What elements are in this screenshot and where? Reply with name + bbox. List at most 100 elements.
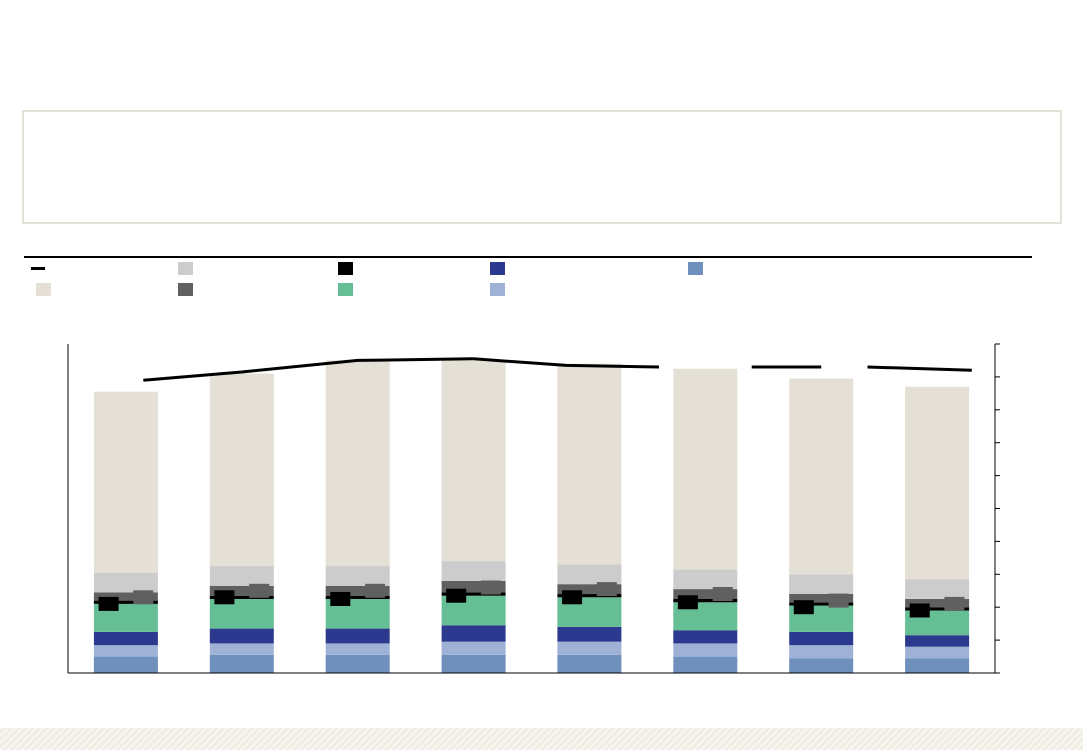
bar-segment-navy [93,631,158,646]
marker-dark-grey [365,583,386,598]
bar-segment-steel-blue [673,656,738,673]
marker-dark-grey [712,587,733,601]
legend [30,260,1030,300]
bar-segment-dark-grey [325,585,390,596]
axes-layer [67,343,1000,674]
bar-segment-dark-grey [441,580,506,593]
bar-segment-steel-blue [789,658,854,673]
legend-item-dark-grey [178,281,199,297]
legend-swatch-dark-grey [178,282,193,296]
marker-dark-grey [596,582,617,597]
marker-dark-grey [480,580,501,595]
bar-segment-dark-grey [905,599,970,608]
bar-segment-light-blue [673,643,738,657]
total-line-segment [241,357,474,374]
bar-segment-navy [325,628,390,644]
bar-segment-light-blue [557,641,622,655]
bar-segment-light-blue [209,643,274,655]
title-area [24,18,1064,98]
legend-divider [24,256,1032,258]
bar-segment-residual [325,360,390,566]
legend-item-light-grey [178,260,199,276]
bar-segment-black [441,592,506,596]
bar-segment-light-blue [905,646,970,659]
footer-band [0,728,1083,750]
bar-segment-navy [441,625,506,642]
bar-segment-steel-blue [325,654,390,673]
bar-segment-residual [441,360,506,562]
bar-segment-dark-grey [93,592,158,601]
bar-segment-light-grey [441,561,506,581]
bar-segment-light-blue [441,641,506,655]
legend-item-residual [36,281,57,297]
bar-segment-dark-grey [673,589,738,599]
bar-segment-black [93,600,158,604]
bars-layer [93,360,970,673]
bar-segment-navy [209,628,274,644]
bar-segment-light-blue [789,645,854,659]
bar-segment-residual [557,363,622,565]
bar-segment-black [789,602,854,606]
bar-segment-light-grey [209,566,274,586]
legend-swatch-total-line [31,266,45,270]
stacked-bar-chart [67,343,1000,674]
bar-segment-black [905,607,970,611]
bar-segment-dark-grey [789,594,854,603]
marker-dark-grey [944,596,965,611]
bar-segment-steel-blue [209,654,274,673]
total-line-segment [867,365,972,372]
bar-segment-steel-blue [557,654,622,673]
total-line-segment [143,370,242,382]
marker-black [909,603,930,618]
bar-segment-black [557,594,622,598]
bar-segment-navy [905,635,970,647]
marker-black [214,590,235,605]
bar-segment-residual [209,373,274,567]
bar-segment-black [209,595,274,599]
marker-black [446,588,467,603]
legend-swatch-black [338,261,353,275]
bar-segment-steel-blue [93,656,158,673]
marker-black [562,590,583,605]
legend-item-steel-blue [688,260,709,276]
marker-dark-grey [828,593,849,608]
bar-segment-black [673,599,738,603]
marker-dark-grey [133,590,154,605]
total-line-layer [143,357,972,382]
note-box [22,110,1062,224]
legend-item-light-blue [490,281,511,297]
bar-segment-residual [673,368,738,570]
marker-dark-grey [249,583,270,598]
markers-layer [98,580,965,618]
bar-segment-dark-grey [557,584,622,595]
bar-segment-light-blue [325,643,390,655]
bar-segment-steel-blue [905,658,970,673]
bar-segment-residual [789,378,854,575]
bar-segment-steel-blue [441,654,506,673]
bar-segment-residual [905,386,970,580]
bar-segment-navy [557,626,622,642]
total-line-segment [473,357,660,369]
bar-segment-light-grey [93,572,158,593]
bar-segment-navy [673,630,738,644]
legend-swatch-navy [490,261,505,275]
bar-segment-light-grey [905,579,970,599]
bar-segment-light-grey [789,574,854,594]
bar-segment-navy [789,631,854,646]
legend-swatch-green [338,282,353,296]
bar-segment-light-grey [325,566,390,586]
bar-segment-light-grey [673,569,738,590]
marker-black [330,592,351,606]
bar-segment-residual [93,391,158,573]
bar-segment-dark-grey [209,585,274,596]
marker-black [677,595,698,610]
bar-segment-light-blue [93,645,158,657]
legend-item-navy [490,260,511,276]
legend-item-green [338,281,359,297]
marker-black [793,600,814,615]
bar-segment-black [325,595,390,599]
legend-swatch-residual [36,282,51,296]
legend-swatch-light-grey [178,261,193,275]
legend-swatch-light-blue [490,282,505,296]
legend-swatch-steel-blue [688,261,703,275]
